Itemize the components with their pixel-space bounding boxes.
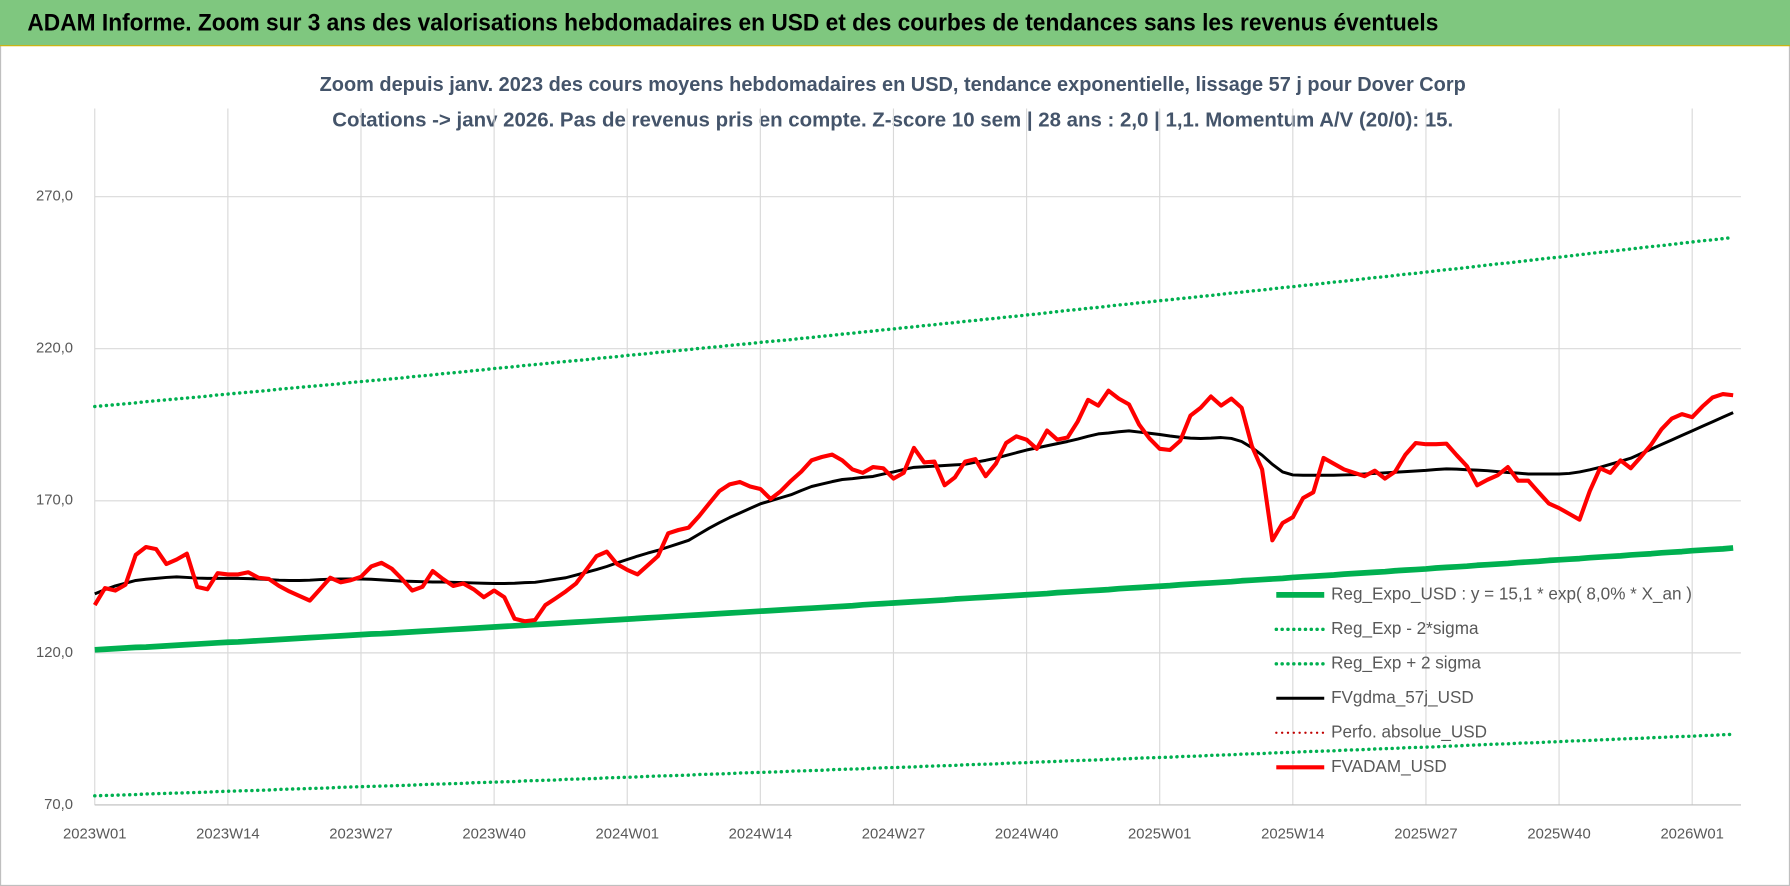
legend-label: FVgdma_57j_USD — [1331, 688, 1474, 707]
x-tick-label: 2025W14 — [1261, 827, 1324, 843]
x-tick-label: 2024W40 — [995, 827, 1058, 843]
legend-label: Reg_Expo_USD : y = 15,1 * exp( 8,0% * X_… — [1331, 584, 1692, 603]
y-tick-label: 170,0 — [36, 493, 73, 509]
x-tick-label: 2025W27 — [1394, 827, 1457, 843]
page-title: ADAM Informe. Zoom sur 3 ans des valoris… — [27, 9, 1438, 36]
legend-label: Reg_Exp + 2 sigma — [1331, 653, 1481, 672]
series-line — [94, 411, 1734, 596]
x-tick-label: 2025W01 — [1128, 827, 1191, 843]
series-lines — [92, 235, 1735, 798]
y-tick-label: 270,0 — [36, 189, 73, 205]
series-line — [93, 732, 1735, 798]
legend-label: Reg_Exp - 2*sigma — [1331, 619, 1479, 638]
x-tick-label: 2024W01 — [595, 827, 658, 843]
y-tick-label: 70,0 — [44, 797, 73, 813]
x-tick-label: 2023W01 — [63, 827, 126, 843]
x-tick-label: 2025W40 — [1527, 827, 1590, 843]
x-tick-label: 2023W40 — [462, 827, 525, 843]
legend: Reg_Expo_USD : y = 15,1 * exp( 8,0% * X_… — [1274, 584, 1692, 776]
series-line — [92, 388, 1734, 624]
banner — [0, 0, 1790, 46]
legend-label: Perfo. absolue_USD — [1331, 722, 1487, 741]
x-tick-label: 2026W01 — [1660, 827, 1723, 843]
x-tick-label: 2024W27 — [862, 827, 925, 843]
legend-label: FVADAM_USD — [1331, 757, 1447, 776]
x-tick-label: 2023W27 — [329, 827, 392, 843]
chart-title: Zoom depuis janv. 2023 des cours moyens … — [320, 73, 1466, 96]
chart-subtitle: Cotations -> janv 2026. Pas de revenus p… — [332, 108, 1453, 131]
x-tick-label: 2024W14 — [729, 827, 792, 843]
series-line — [93, 235, 1735, 409]
x-tick-label: 2023W14 — [196, 827, 259, 843]
y-tick-label: 220,0 — [36, 341, 73, 357]
y-tick-label: 120,0 — [36, 645, 73, 661]
series-line — [94, 545, 1734, 653]
grid: 70,0 120,0 170,0 220,0 270,0 2023W01 2023W14 20… — [36, 108, 1741, 843]
